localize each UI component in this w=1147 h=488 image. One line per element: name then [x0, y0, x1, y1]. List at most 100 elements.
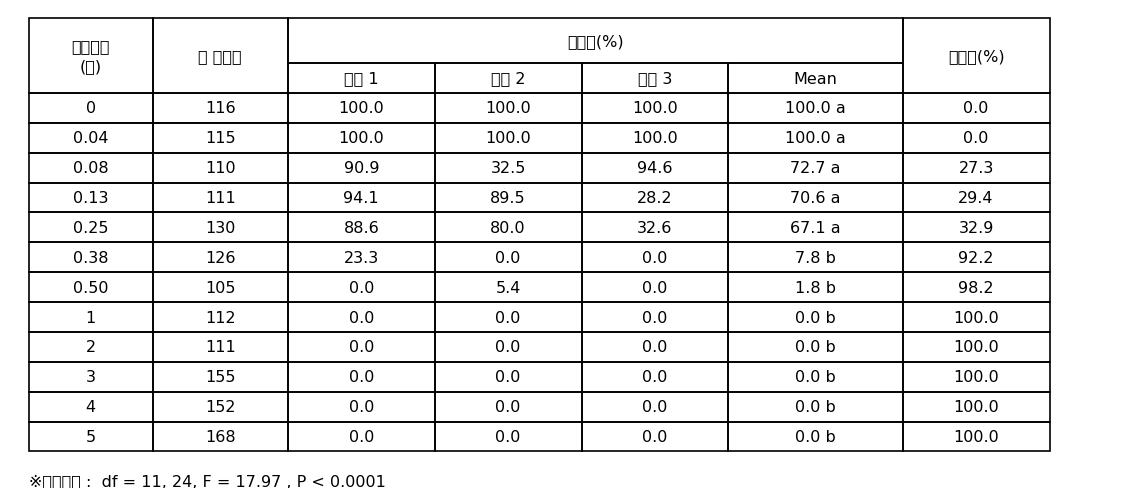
- Bar: [29, 273, 153, 303]
- Bar: [29, 362, 153, 392]
- Bar: [728, 422, 903, 451]
- Text: 처리시간
(일): 처리시간 (일): [71, 39, 110, 74]
- Bar: [435, 332, 582, 362]
- Bar: [435, 64, 582, 94]
- Text: 100.0: 100.0: [338, 131, 384, 146]
- Bar: [29, 94, 153, 123]
- Bar: [582, 303, 728, 332]
- Bar: [903, 422, 1050, 451]
- Bar: [288, 153, 435, 183]
- Bar: [582, 332, 728, 362]
- Bar: [728, 183, 903, 213]
- Text: 112: 112: [205, 310, 235, 325]
- Text: 0.0: 0.0: [496, 429, 521, 444]
- Bar: [288, 213, 435, 243]
- Text: 115: 115: [205, 131, 235, 146]
- Text: 0.0: 0.0: [349, 310, 374, 325]
- Bar: [582, 243, 728, 273]
- Bar: [728, 153, 903, 183]
- Text: 0.0: 0.0: [642, 340, 668, 355]
- Text: 5: 5: [86, 429, 95, 444]
- Text: 0.0: 0.0: [496, 340, 521, 355]
- Bar: [29, 213, 153, 243]
- Bar: [288, 64, 435, 94]
- Text: 0.0 b: 0.0 b: [795, 340, 836, 355]
- Text: 0.0: 0.0: [642, 369, 668, 385]
- Text: 100.0: 100.0: [953, 399, 999, 414]
- Bar: [903, 183, 1050, 213]
- Text: 105: 105: [205, 280, 235, 295]
- Text: 32.9: 32.9: [959, 221, 993, 235]
- Text: 0.0: 0.0: [496, 399, 521, 414]
- Text: 168: 168: [205, 429, 235, 444]
- Text: 152: 152: [205, 399, 235, 414]
- Bar: [582, 123, 728, 153]
- Text: 0.0: 0.0: [349, 369, 374, 385]
- Bar: [728, 123, 903, 153]
- Bar: [153, 303, 288, 332]
- Text: 100.0: 100.0: [485, 131, 531, 146]
- Text: 0.0: 0.0: [642, 310, 668, 325]
- Text: 1.8 b: 1.8 b: [795, 280, 836, 295]
- Bar: [153, 94, 288, 123]
- Text: 100.0: 100.0: [632, 131, 678, 146]
- Bar: [288, 422, 435, 451]
- Text: 0.50: 0.50: [73, 280, 108, 295]
- Text: 총 조사수: 총 조사수: [198, 49, 242, 64]
- Bar: [288, 123, 435, 153]
- Bar: [288, 332, 435, 362]
- Bar: [153, 392, 288, 422]
- Bar: [153, 243, 288, 273]
- Bar: [582, 213, 728, 243]
- Bar: [435, 183, 582, 213]
- Bar: [903, 303, 1050, 332]
- Bar: [728, 332, 903, 362]
- Text: 0.0 b: 0.0 b: [795, 429, 836, 444]
- Bar: [29, 19, 153, 94]
- Text: 0.13: 0.13: [73, 191, 108, 205]
- Bar: [435, 153, 582, 183]
- Text: 94.1: 94.1: [343, 191, 380, 205]
- Text: 130: 130: [205, 221, 235, 235]
- Text: 생존율(%): 생존율(%): [567, 34, 624, 49]
- Bar: [903, 362, 1050, 392]
- Bar: [903, 153, 1050, 183]
- Bar: [29, 332, 153, 362]
- Text: 89.5: 89.5: [490, 191, 526, 205]
- Text: 72.7 a: 72.7 a: [790, 161, 841, 176]
- Bar: [728, 213, 903, 243]
- Text: 반복 2: 반복 2: [491, 71, 525, 86]
- Text: Mean: Mean: [794, 71, 837, 86]
- Bar: [728, 64, 903, 94]
- Text: 반복 3: 반복 3: [638, 71, 672, 86]
- Bar: [435, 213, 582, 243]
- Text: 0.0: 0.0: [642, 250, 668, 265]
- Text: 32.6: 32.6: [638, 221, 672, 235]
- Text: 126: 126: [205, 250, 235, 265]
- Text: 4: 4: [86, 399, 95, 414]
- Bar: [582, 392, 728, 422]
- Bar: [728, 94, 903, 123]
- Bar: [728, 392, 903, 422]
- Bar: [153, 153, 288, 183]
- Bar: [288, 303, 435, 332]
- Text: 28.2: 28.2: [637, 191, 673, 205]
- Bar: [435, 123, 582, 153]
- Bar: [728, 243, 903, 273]
- Bar: [903, 213, 1050, 243]
- Bar: [288, 362, 435, 392]
- Bar: [435, 273, 582, 303]
- Text: 0.08: 0.08: [72, 161, 109, 176]
- Text: 29.4: 29.4: [959, 191, 993, 205]
- Bar: [582, 64, 728, 94]
- Text: 반복 1: 반복 1: [344, 71, 379, 86]
- Bar: [435, 422, 582, 451]
- Bar: [903, 94, 1050, 123]
- Text: 100.0: 100.0: [953, 429, 999, 444]
- Bar: [435, 303, 582, 332]
- Text: 0.0: 0.0: [349, 429, 374, 444]
- Bar: [728, 362, 903, 392]
- Bar: [288, 273, 435, 303]
- Text: 100.0: 100.0: [953, 340, 999, 355]
- Bar: [29, 153, 153, 183]
